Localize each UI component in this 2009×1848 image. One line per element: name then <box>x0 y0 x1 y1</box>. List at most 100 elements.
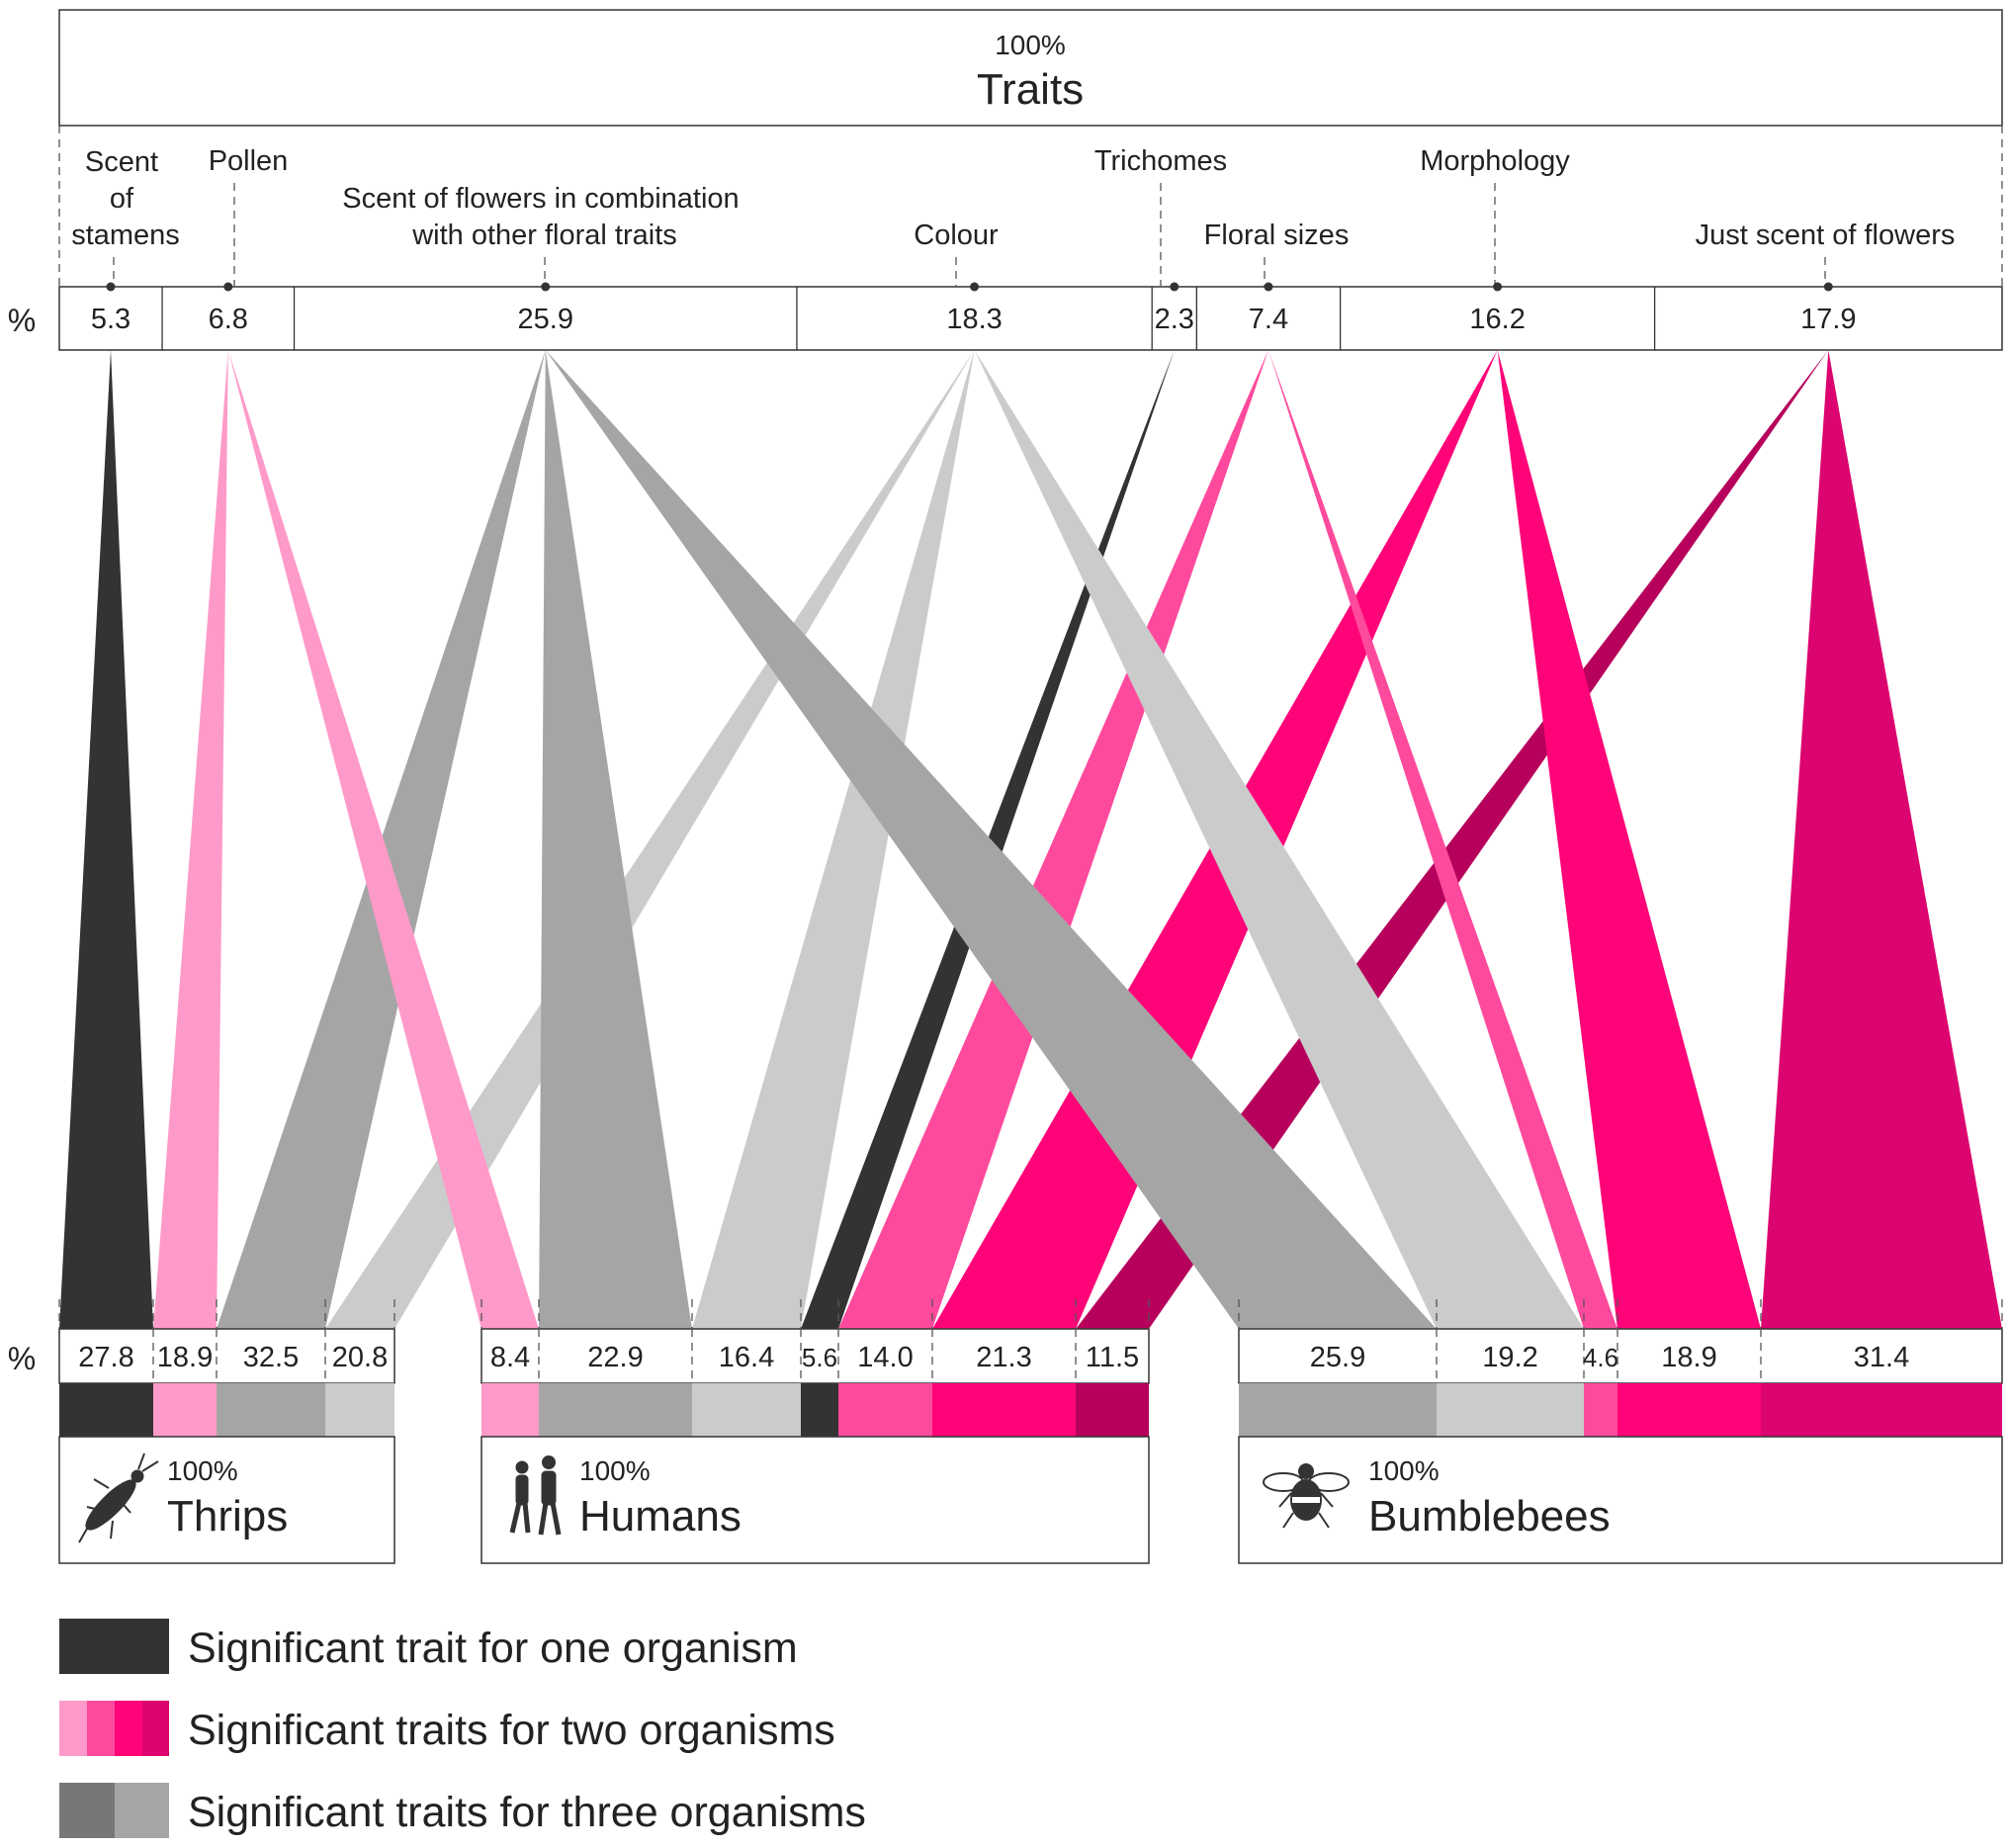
link-bumblebees-colour <box>974 350 1584 1329</box>
legend-swatch-pink2 <box>87 1701 115 1756</box>
legend-label-two: Significant traits for two organisms <box>188 1707 835 1754</box>
link-thrips-pollen <box>153 350 228 1329</box>
trait-label-just-scent: Just scent of flowers <box>1696 220 1956 251</box>
humans-percent: 100% <box>579 1455 651 1486</box>
bumblebees-name: Bumblebees <box>1368 1492 1611 1540</box>
humans-icon <box>509 1455 562 1536</box>
trait-marker-just-scent-of-flowers <box>1823 282 1833 292</box>
trait-organism-links <box>59 350 2002 1329</box>
link-humans-pollen <box>227 350 539 1329</box>
trait-marker-scent-of-stamens <box>106 282 116 292</box>
trait-row-frame <box>58 286 2003 351</box>
segment-bar-thrips-scent-of-flowers-in-combination-with-other-floral-traits <box>217 1383 325 1437</box>
segment-value-humans-trichomes: 5.6 <box>802 1343 837 1372</box>
segment-value-humans-just-scent-of-flowers: 11.5 <box>1086 1342 1139 1373</box>
segment-value-thrips-scent-of-stamens: 27.8 <box>78 1342 133 1373</box>
trait-marker-morphology <box>1493 282 1503 292</box>
trait-label-scent-of-stamens: Scent of stamens <box>71 146 180 251</box>
segment-bar-thrips-colour <box>325 1383 394 1437</box>
link-bumblebees-just-scent-of-flowers <box>1761 350 2002 1329</box>
organism-thrips: 100% Thrips <box>58 1436 395 1564</box>
segment-value-bumblebees-colour: 19.2 <box>1482 1342 1537 1373</box>
segment-value-humans-pollen: 8.4 <box>490 1342 530 1373</box>
trait-marker-colour <box>970 282 980 292</box>
link-humans-floral-sizes <box>838 350 1268 1329</box>
segment-bar-thrips-pollen <box>153 1383 217 1437</box>
segment-value-humans-floral-sizes: 14.0 <box>857 1342 913 1373</box>
link-bumblebees-floral-sizes <box>1267 350 1617 1329</box>
trait-value-scent-of-flowers-in-combination-with-other-floral-traits: 25.9 <box>518 304 573 335</box>
segment-bar-humans-floral-sizes <box>838 1383 932 1437</box>
trait-value-just-scent-of-flowers: 17.9 <box>1800 304 1856 335</box>
trait-marker-floral-sizes <box>1264 282 1273 292</box>
traits-header-title: Traits <box>977 65 1084 114</box>
trait-value-morphology: 16.2 <box>1469 304 1525 335</box>
trait-marker-pollen <box>223 282 233 292</box>
bumblebee-icon <box>1263 1463 1350 1529</box>
link-humans-just-scent-of-flowers <box>1076 350 1829 1329</box>
organism-color-bars <box>59 1383 2002 1437</box>
thrips-icon <box>78 1452 159 1543</box>
legend-two-organisms: Significant traits for two organisms <box>59 1701 835 1756</box>
organism-humans: 100% Humans <box>480 1436 1150 1564</box>
trait-row-percent-label: % <box>8 303 36 338</box>
trait-label-connectors <box>113 183 1826 286</box>
legend: Significant trait for one organism Signi… <box>59 1619 866 1838</box>
traits-header-percent: 100% <box>995 30 1066 60</box>
segment-bar-bumblebees-colour <box>1437 1383 1584 1437</box>
segment-value-humans-morphology: 21.3 <box>976 1342 1031 1373</box>
thrips-percent: 100% <box>167 1455 238 1486</box>
link-thrips-scent-of-stamens <box>59 350 153 1329</box>
trait-label-morphology: Morphology <box>1420 145 1570 177</box>
segment-value-thrips-scent-of-flowers-in-combination-with-other-floral-traits: 32.5 <box>243 1342 299 1373</box>
legend-swatch-grey-light <box>115 1783 169 1838</box>
segment-bar-humans-morphology <box>932 1383 1076 1437</box>
trait-value-trichomes: 2.3 <box>1155 304 1194 335</box>
legend-one-organism: Significant trait for one organism <box>59 1619 798 1674</box>
segment-bar-bumblebees-floral-sizes <box>1584 1383 1617 1437</box>
legend-swatch-pink1 <box>59 1701 87 1756</box>
segment-value-thrips-pollen: 18.9 <box>157 1342 213 1373</box>
segment-bar-bumblebees-morphology <box>1617 1383 1761 1437</box>
segment-bar-thrips-scent-of-stamens <box>59 1383 153 1437</box>
traits-header: 100% Traits <box>58 9 2003 127</box>
humans-name: Humans <box>579 1492 742 1540</box>
trait-labels: Scent of stamens Pollen Scent of flowers… <box>71 145 1955 251</box>
trait-value-pollen: 6.8 <box>209 304 248 335</box>
link-humans-scent-of-flowers-in-combination-with-other-floral-traits <box>539 350 692 1329</box>
bumblebees-percent: 100% <box>1368 1455 1440 1486</box>
bumblebees-value-row <box>1238 1328 2003 1384</box>
segment-value-bumblebees-scent-of-flowers-in-combination-with-other-floral-traits: 25.9 <box>1310 1342 1365 1373</box>
segment-bar-humans-trichomes <box>801 1383 838 1437</box>
legend-label-one: Significant trait for one organism <box>188 1625 798 1672</box>
segment-value-humans-colour: 16.4 <box>719 1342 774 1373</box>
segment-bar-bumblebees-scent-of-flowers-in-combination-with-other-floral-traits <box>1239 1383 1437 1437</box>
trait-label-colour: Colour <box>914 220 999 251</box>
segment-bar-humans-colour <box>692 1383 801 1437</box>
segment-value-humans-scent-of-flowers-in-combination-with-other-floral-traits: 22.9 <box>587 1342 643 1373</box>
segment-bar-humans-just-scent-of-flowers <box>1076 1383 1149 1437</box>
organism-value-rows: 27.8 18.9 32.5 20.8 8.4 22.9 16.4 5.6 14.0 21.3 11… <box>58 1328 2003 1384</box>
trait-label-trichomes: Trichomes <box>1094 145 1227 177</box>
segment-value-thrips-colour: 20.8 <box>332 1342 388 1373</box>
organism-bumblebees: 100% Bumblebees <box>1238 1436 2003 1564</box>
legend-three-organisms: Significant traits for three organisms <box>59 1783 866 1838</box>
trait-marker-scent-of-flowers-in-combination-with-other-floral-traits <box>541 282 551 292</box>
trait-value-floral-sizes: 7.4 <box>1249 304 1288 335</box>
link-thrips-colour <box>325 350 975 1329</box>
segment-value-bumblebees-morphology: 18.9 <box>1661 1342 1716 1373</box>
trait-value-scent-of-stamens: 5.3 <box>91 304 131 335</box>
trait-label-scent-combination: Scent of flowers in combination with oth… <box>342 183 746 251</box>
humans-value-row <box>480 1328 1150 1384</box>
segment-value-bumblebees-just-scent-of-flowers: 31.4 <box>1854 1342 1909 1373</box>
organism-row-percent-label: % <box>8 1341 36 1376</box>
thrips-name: Thrips <box>167 1492 288 1540</box>
segment-value-bumblebees-floral-sizes: 4.6 <box>1583 1343 1618 1372</box>
legend-swatch-black <box>59 1619 169 1674</box>
link-bumblebees-morphology <box>1497 350 1761 1329</box>
legend-label-three: Significant traits for three organisms <box>188 1789 866 1836</box>
link-humans-colour <box>692 350 975 1329</box>
trait-label-pollen: Pollen <box>209 145 289 177</box>
trait-label-floral-sizes: Floral sizes <box>1204 220 1350 251</box>
